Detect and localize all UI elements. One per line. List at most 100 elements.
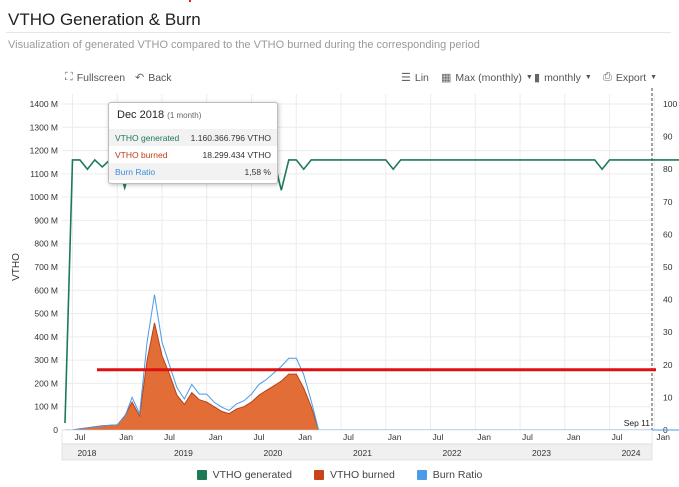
y-tick-label: 400 M — [34, 332, 58, 342]
y-tick-label: 1100 M — [30, 169, 58, 179]
legend-label-ratio: Burn Ratio — [432, 469, 483, 481]
bar-chart-icon: ▮ — [534, 72, 541, 84]
tooltip-ratio-label: Burn Ratio — [115, 166, 156, 177]
y2-tick-label: 50 — [663, 262, 673, 272]
back-label: Back — [148, 71, 172, 84]
x-tick-label: Jan — [298, 432, 312, 442]
legend-item-generated[interactable]: VTHO generated — [196, 469, 292, 481]
y-tick-label: 600 M — [34, 285, 58, 295]
y2-tick-label: 60 — [663, 229, 673, 239]
y2-tick-label: 30 — [663, 327, 673, 337]
x-tick-label: Jan — [209, 432, 223, 442]
tooltip-burned-label: VTHO burned — [115, 149, 168, 160]
title-divider — [6, 32, 671, 33]
year-label: 2023 — [532, 448, 551, 458]
export-dropdown[interactable]: ⎙ Export ▼ — [603, 71, 657, 84]
y-tick-label: 1200 M — [30, 146, 58, 156]
x-tick-label: Jan — [656, 432, 670, 442]
tooltip-generated-value: 1.160.366.796 VTHO — [190, 132, 271, 143]
x-tick-label: Jul — [612, 432, 623, 442]
tooltip-burned-value: 18.299.434 VTHO — [202, 149, 271, 160]
year-label: 2022 — [443, 448, 462, 458]
legend-item-burned[interactable]: VTHO burned — [314, 469, 395, 481]
year-label: 2024 — [622, 448, 641, 458]
x-tick-label: Jan — [477, 432, 491, 442]
red-dot-marker — [189, 0, 191, 2]
back-arrow-icon: ↶ — [135, 72, 145, 84]
chevron-down-icon: ▼ — [525, 74, 533, 81]
chevron-down-icon: ▼ — [650, 74, 658, 81]
interval-label: monthly — [544, 71, 581, 84]
tooltip-header: Dec 2018 (1 month) — [109, 103, 277, 129]
y2-tick-label: 10 — [663, 392, 673, 402]
year-label: 2018 — [77, 448, 96, 458]
date-annotation: Sep 11 — [624, 418, 651, 428]
legend-label-burned: VTHO burned — [330, 469, 395, 481]
fullscreen-label: Fullscreen — [76, 71, 126, 84]
x-tick-label: Jul — [164, 432, 175, 442]
x-tick-label: Jul — [433, 432, 444, 442]
export-icon: ⎙ — [603, 71, 612, 83]
chevron-down-icon: ▼ — [584, 74, 592, 81]
list-icon: ☰ — [401, 72, 411, 84]
y-tick-label: 700 M — [34, 262, 58, 272]
tooltip-date: Dec 2018 — [117, 109, 165, 121]
y2-tick-label: 80 — [663, 164, 673, 174]
x-axis-year-band — [61, 443, 653, 461]
x-tick-label: Jul — [343, 432, 354, 442]
tooltip-row-generated: VTHO generated 1.160.366.796 VTHO — [109, 129, 277, 146]
x-tick-label: Jul — [74, 432, 85, 442]
tooltip-generated-label: VTHO generated — [115, 132, 180, 143]
y-tick-label: 1000 M — [30, 192, 58, 202]
page-title: VTHO Generation & Burn — [8, 10, 201, 29]
y2-tick-label: 70 — [663, 197, 673, 207]
chart-legend: VTHO generated VTHO burned Burn Ratio — [0, 469, 679, 481]
range-dropdown[interactable]: ▦ Max (monthly) ▼ — [441, 71, 533, 85]
legend-item-ratio[interactable]: Burn Ratio — [416, 469, 483, 481]
scale-button[interactable]: ☰ Lin — [401, 71, 429, 85]
y-tick-label: 800 M — [34, 239, 58, 249]
x-tick-label: Jan — [119, 432, 133, 442]
x-tick-label: Jan — [388, 432, 402, 442]
legend-swatch-burned — [314, 470, 324, 480]
y-tick-label: 200 M — [34, 378, 58, 388]
x-tick-label: Jan — [567, 432, 581, 442]
y-tick-label: 1300 M — [30, 122, 58, 132]
y-axis-label: VTHO — [11, 253, 22, 281]
legend-swatch-generated — [196, 470, 207, 480]
legend-label-generated: VTHO generated — [212, 469, 292, 481]
x-tick-label: Jul — [522, 432, 533, 442]
y-tick-label: 900 M — [34, 215, 58, 225]
y2-tick-label: 20 — [663, 360, 673, 370]
export-label: Export — [615, 71, 647, 84]
page-subtitle: Visualization of generated VTHO compared… — [8, 39, 480, 51]
y-tick-label: 500 M — [34, 309, 58, 319]
fullscreen-icon: ⛶ — [65, 71, 73, 83]
chart-tooltip: Dec 2018 (1 month) VTHO generated 1.160.… — [108, 102, 278, 184]
y-tick-label: 0 — [53, 425, 58, 435]
x-axis-month-band — [61, 429, 653, 445]
back-button[interactable]: ↶ Back — [135, 71, 172, 85]
calendar-icon: ▦ — [441, 72, 452, 84]
year-label: 2021 — [353, 448, 372, 458]
scale-label: Lin — [414, 71, 429, 84]
x-tick-label: Jul — [254, 432, 265, 442]
y-tick-label: 300 M — [34, 355, 58, 365]
tooltip-period: (1 month) — [167, 111, 202, 120]
range-label: Max (monthly) — [455, 71, 522, 84]
legend-swatch-ratio — [416, 470, 427, 480]
interval-dropdown[interactable]: ▮ monthly ▼ — [534, 71, 592, 85]
tooltip-row-ratio: Burn Ratio 1,58 % — [109, 163, 277, 180]
fullscreen-button[interactable]: ⛶ Fullscreen — [65, 71, 125, 84]
tooltip-row-burned: VTHO burned 18.299.434 VTHO — [109, 146, 277, 163]
burned-area — [65, 322, 679, 431]
y2-tick-label: 100 — [663, 99, 677, 109]
year-label: 2019 — [174, 448, 193, 458]
y2-tick-label: 40 — [663, 295, 673, 305]
tooltip-ratio-value: 1,58 % — [244, 166, 271, 177]
y-tick-label: 1400 M — [30, 99, 58, 109]
y-tick-label: 100 M — [34, 402, 58, 412]
year-label: 2020 — [264, 448, 283, 458]
y2-tick-label: 90 — [663, 132, 673, 142]
